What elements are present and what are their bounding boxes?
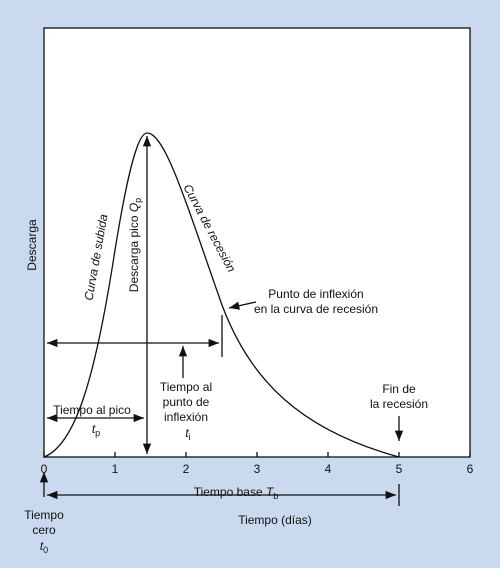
annotation: Fin de <box>382 382 416 396</box>
annotation: Tiempo al <box>160 380 212 394</box>
peak-label: Descarga pico Qp <box>127 198 143 292</box>
x-tick-label: 2 <box>183 462 190 476</box>
x-tick-label: 6 <box>467 462 474 476</box>
annotation: Tiempo al pico <box>53 403 131 417</box>
x-tick-label: 4 <box>325 462 332 476</box>
hydrograph-curve <box>43 132 400 458</box>
x-tick-label: 1 <box>112 462 119 476</box>
annotation: cero <box>32 523 56 537</box>
annotation: Tiempo base Tb <box>194 485 279 501</box>
x-axis-label: Tiempo (días) <box>238 513 312 527</box>
annotation: en la curva de recesión <box>254 302 378 316</box>
x-tick-label: 0 <box>41 462 48 476</box>
x-tick-label: 3 <box>254 462 261 476</box>
y-axis-label: Descarga <box>25 219 39 271</box>
annotation: tp <box>92 422 100 438</box>
annotation: la recesión <box>370 397 428 411</box>
annotation: Tiempo <box>24 508 64 522</box>
x-tick-label: 5 <box>396 462 403 476</box>
annotation: Punto de inflexión <box>268 287 363 301</box>
annotation: inflexión <box>164 410 208 424</box>
plot-area <box>43 27 471 458</box>
annotation: punto de <box>163 395 210 409</box>
pointer <box>228 301 257 310</box>
annotation: t0 <box>40 539 48 555</box>
annotation: ti <box>185 426 190 442</box>
